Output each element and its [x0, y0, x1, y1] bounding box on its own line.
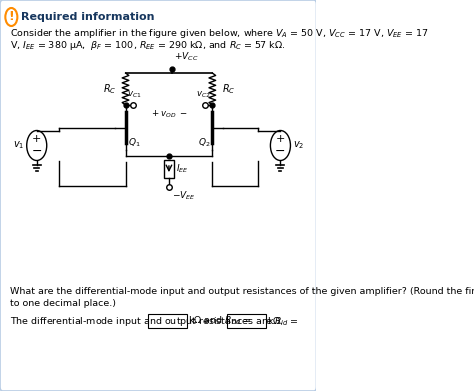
Text: $+V_{CC}$: $+V_{CC}$ — [174, 50, 199, 63]
Text: −: − — [31, 145, 42, 158]
Text: −: − — [275, 145, 286, 158]
Text: The differential-mode input and output resistances are $R_{id}$ =: The differential-mode input and output r… — [10, 314, 299, 328]
Text: k$\Omega$.: k$\Omega$. — [267, 316, 284, 326]
Text: $+ \; v_{OD} \; -$: $+ \; v_{OD} \; -$ — [151, 108, 187, 120]
Text: k$\Omega$ and $R_{od}$ =: k$\Omega$ and $R_{od}$ = — [188, 315, 252, 327]
Text: to one decimal place.): to one decimal place.) — [10, 298, 116, 307]
Text: $v_2$: $v_2$ — [293, 140, 304, 151]
Text: $Q_2$: $Q_2$ — [198, 136, 210, 149]
Text: V, $I_{EE}$ = 380 μA,  $\beta_F$ = 100, $R_{EE}$ = 290 kΩ, and $R_C$ = 57 kΩ.: V, $I_{EE}$ = 380 μA, $\beta_F$ = 100, $… — [10, 38, 286, 52]
Text: $R_C$: $R_C$ — [103, 82, 116, 96]
Bar — [164, 160, 173, 178]
Text: !: ! — [9, 11, 14, 23]
Text: $I_{EE}$: $I_{EE}$ — [175, 163, 188, 175]
Bar — [148, 314, 187, 328]
Text: +: + — [276, 135, 285, 145]
Text: $v_1$: $v_1$ — [13, 140, 24, 151]
Text: Required information: Required information — [21, 12, 155, 22]
Text: What are the differential-mode input and output resistances of the given amplifi: What are the differential-mode input and… — [10, 287, 474, 296]
Text: Consider the amplifier in the figure given below, where $V_A$ = 50 V, $V_{CC}$ =: Consider the amplifier in the figure giv… — [10, 27, 428, 39]
Circle shape — [5, 8, 18, 26]
Text: $v_{C2}$: $v_{C2}$ — [196, 90, 211, 100]
Text: $v_{C1}$: $v_{C1}$ — [127, 90, 141, 100]
Bar — [227, 314, 266, 328]
Text: $-V_{EE}$: $-V_{EE}$ — [172, 190, 195, 203]
Text: $R_C$: $R_C$ — [222, 82, 235, 96]
FancyBboxPatch shape — [0, 0, 317, 391]
Text: +: + — [32, 135, 41, 145]
Text: $Q_1$: $Q_1$ — [128, 136, 140, 149]
